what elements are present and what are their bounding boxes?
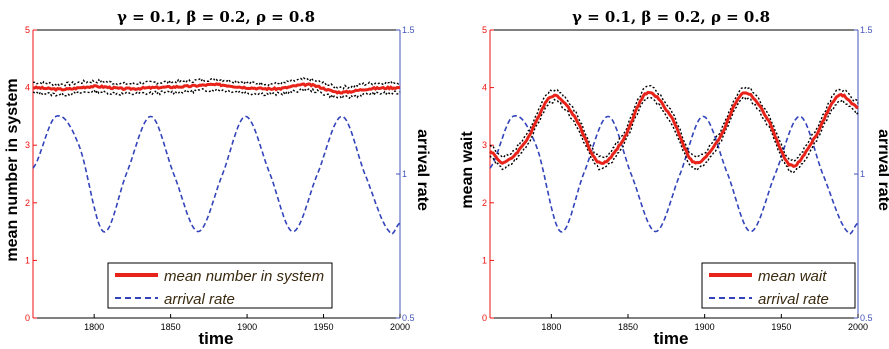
right-y-tick-label: 0.5: [402, 313, 415, 323]
left-y-tick-label: 2: [482, 198, 487, 208]
upper-confidence-band: [489, 84, 859, 162]
left-y-tick-label: 1: [25, 255, 30, 265]
series-line-main: [32, 82, 401, 95]
right-chart-panel: γ = 0.1, β = 0.2, ρ = 0.8 1800 1850 1900 19…: [459, 8, 889, 348]
x-tick-label: 1850: [618, 322, 638, 332]
left-chart-panel: γ = 0.1, β = 0.2, ρ = 0.8 1800 1850 1900 19…: [4, 8, 431, 348]
series-line-arrival-rate: [32, 114, 401, 235]
left-y-tick-label: 4: [25, 83, 30, 93]
chart-title: γ = 0.1, β = 0.2, ρ = 0.8: [572, 8, 770, 26]
right-y-tick-label: 1: [402, 169, 407, 179]
right-y-tick-label: 0.5: [860, 313, 873, 323]
left-y-tick-label: 1: [482, 255, 487, 265]
x-tick-label: 1950: [314, 322, 334, 332]
series-line-main: [488, 90, 859, 169]
plot-area: 1800 1850 1900 1950 2000 0 1 2 3 4 5 0.5 1 1.5: [482, 25, 873, 332]
upper-confidence-band: [32, 76, 401, 90]
right-y-tick-label: 1: [860, 169, 865, 179]
legend: mean number in system arrival rate: [107, 262, 333, 309]
legend-box: [107, 262, 333, 309]
right-y-axis-label: arrival rate: [875, 129, 889, 211]
left-y-tick-label: 2: [25, 198, 30, 208]
left-y-tick-label: 3: [482, 140, 487, 150]
right-y-tick-label: 1.5: [402, 25, 415, 35]
x-tick-label: 1800: [541, 322, 561, 332]
right-y-tick-label: 1.5: [860, 25, 873, 35]
series-line-arrival-rate: [489, 114, 859, 235]
x-tick-label: 1800: [84, 322, 104, 332]
x-tick-label: 1950: [771, 322, 791, 332]
x-axis-label: time: [199, 329, 234, 348]
x-tick-label: 2000: [848, 322, 868, 332]
legend-label-mean-number: mean number in system: [164, 268, 324, 285]
right-y-axis-label: arrival rate: [414, 129, 431, 211]
left-y-tick-label: 4: [482, 83, 487, 93]
legend-label-arrival-rate: arrival rate: [758, 291, 829, 308]
x-tick-label: 2000: [390, 322, 410, 332]
x-axis-label: time: [654, 329, 689, 348]
left-y-tick-label: 5: [482, 25, 487, 35]
x-tick-label: 1900: [695, 322, 715, 332]
plot-area: 1800 1850 1900 1950 2000 0 1 2 3 4 5 0.5 1 1.5: [25, 25, 415, 332]
legend: mean wait arrival rate: [701, 262, 856, 309]
left-y-axis-label: mean wait: [459, 131, 476, 209]
chart-title: γ = 0.1, β = 0.2, ρ = 0.8: [117, 8, 315, 26]
lower-confidence-band: [489, 96, 859, 174]
left-y-tick-label: 3: [25, 140, 30, 150]
legend-label-arrival-rate: arrival rate: [164, 291, 235, 308]
x-tick-label: 1900: [237, 322, 257, 332]
legend-box: [701, 262, 856, 309]
left-y-axis-label: mean number in system: [4, 78, 21, 261]
left-y-tick-label: 0: [482, 313, 487, 323]
x-tick-label: 1850: [161, 322, 181, 332]
left-y-tick-label: 5: [25, 25, 30, 35]
left-y-tick-label: 0: [25, 313, 30, 323]
legend-label-mean-wait: mean wait: [758, 268, 827, 285]
